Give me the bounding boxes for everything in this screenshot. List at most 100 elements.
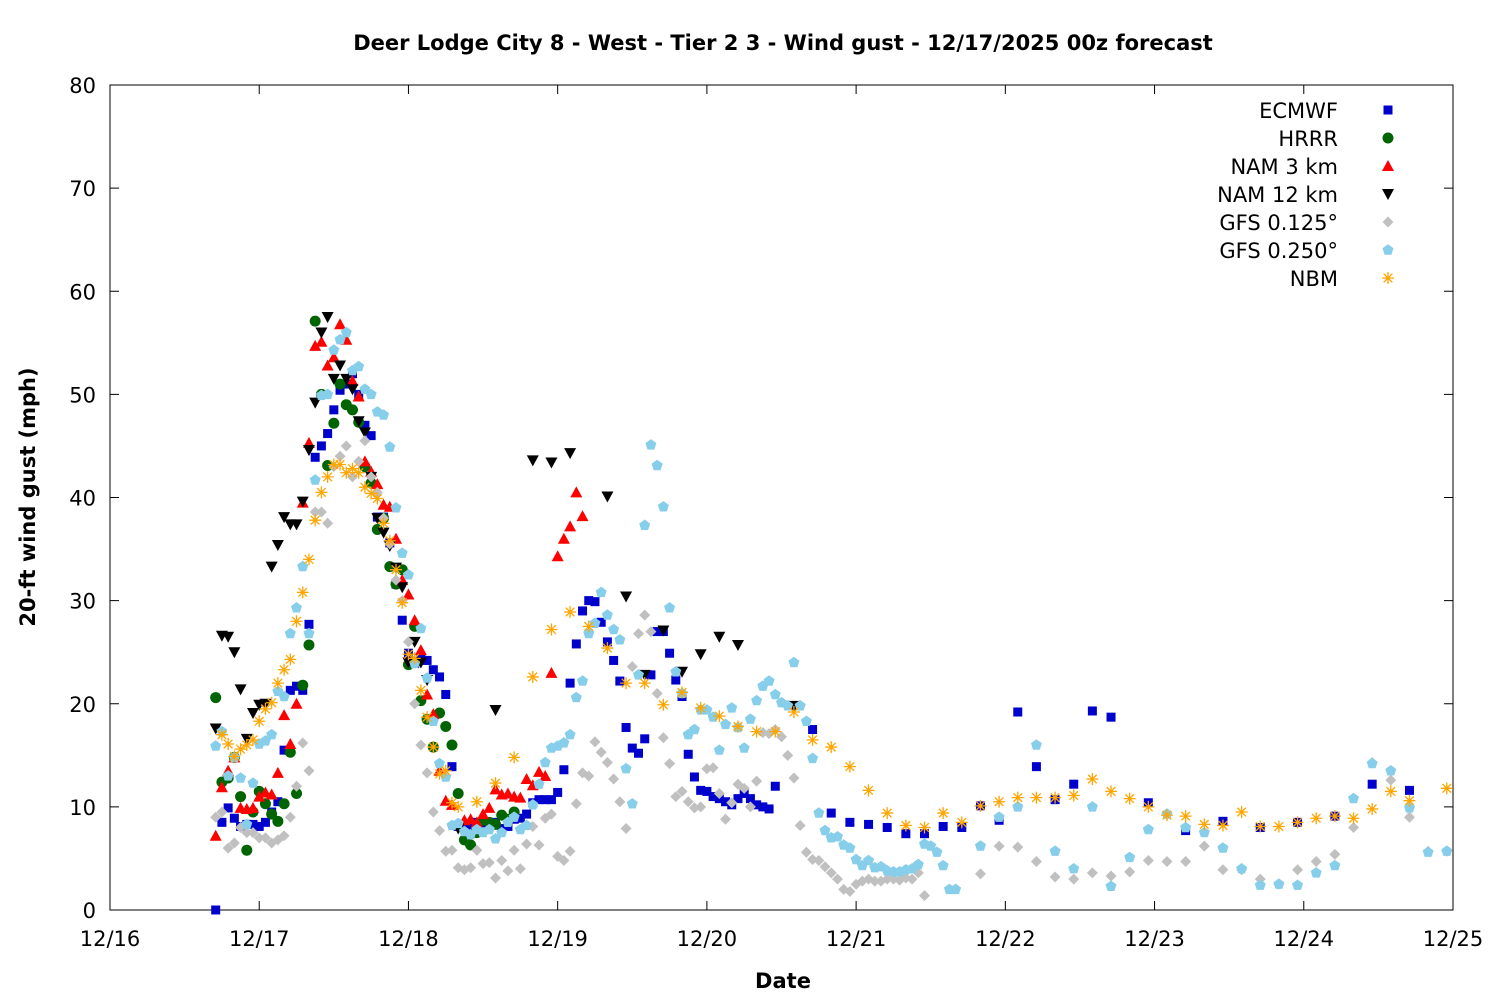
data-point [291, 780, 303, 792]
data-point [545, 457, 558, 469]
data-point [590, 597, 600, 607]
data-point [596, 617, 606, 627]
data-point [744, 713, 756, 724]
data-point [396, 582, 409, 594]
data-point [353, 455, 365, 467]
data-point [844, 885, 856, 897]
data-point [316, 441, 326, 451]
data-point [247, 827, 259, 839]
data-point [334, 378, 346, 390]
data-point [564, 728, 576, 740]
data-point [465, 839, 477, 851]
data-point [758, 802, 768, 812]
data-point [322, 517, 334, 529]
legend-label: NAM 3 km [1230, 155, 1338, 179]
data-point [651, 687, 663, 699]
data-point [489, 777, 502, 790]
data-point [284, 737, 297, 749]
data-point [1105, 880, 1117, 891]
data-point [731, 720, 744, 733]
legend-label: GFS 0.250° [1219, 239, 1338, 263]
data-point [862, 784, 875, 797]
data-point [578, 606, 588, 616]
data-point [546, 795, 556, 805]
data-point [938, 821, 948, 831]
x-tick-label: 12/19 [527, 927, 588, 951]
data-point [358, 427, 371, 439]
data-point [688, 723, 700, 735]
data-point [260, 817, 270, 827]
data-point [651, 459, 663, 471]
data-points [209, 312, 1453, 915]
data-point [309, 315, 321, 327]
data-point [899, 819, 912, 832]
series-nam-12-km [209, 312, 800, 835]
data-point [360, 420, 370, 430]
data-point [602, 637, 612, 647]
data-point [383, 534, 396, 547]
data-point [335, 385, 345, 395]
data-point [937, 807, 950, 820]
data-point [340, 440, 352, 452]
data-point [253, 715, 266, 728]
x-tick-label: 12/20 [677, 927, 738, 951]
data-point [452, 800, 465, 813]
data-point [1254, 879, 1266, 890]
data-point [315, 327, 328, 339]
data-point [614, 796, 626, 808]
data-point [626, 798, 638, 809]
data-point [483, 857, 495, 869]
data-point [657, 625, 670, 637]
data-point [297, 679, 309, 691]
data-point [273, 797, 283, 807]
data-point [228, 647, 241, 659]
data-point [365, 471, 377, 483]
data-point [427, 708, 440, 720]
y-tick-label: 70 [69, 177, 96, 201]
data-point [534, 795, 544, 805]
data-point [327, 373, 340, 385]
data-point [496, 855, 508, 866]
data-point [215, 781, 228, 793]
data-point [278, 709, 291, 721]
data-point [1367, 779, 1377, 789]
data-point [340, 373, 353, 385]
data-point [526, 455, 539, 467]
data-point [950, 883, 962, 895]
data-point [292, 681, 302, 691]
data-point [228, 750, 241, 763]
data-point [825, 867, 837, 879]
data-point [764, 804, 774, 814]
data-point [726, 797, 738, 809]
data-point [371, 478, 384, 490]
y-tick-label: 50 [69, 383, 96, 407]
data-point [235, 772, 247, 783]
data-point [657, 698, 670, 711]
data-point [540, 795, 550, 805]
data-point [955, 816, 968, 829]
data-point [751, 775, 763, 787]
data-point [733, 794, 743, 804]
data-point [595, 586, 607, 598]
data-point [670, 791, 682, 803]
data-point [222, 770, 234, 781]
data-point [676, 686, 689, 699]
data-point [974, 868, 986, 880]
data-point [390, 563, 403, 576]
data-point [920, 829, 930, 839]
data-point [863, 854, 875, 866]
y-axis-label: 20-ft wind gust (mph) [16, 367, 40, 626]
data-point [869, 875, 881, 887]
data-point [222, 842, 234, 854]
data-point [864, 819, 874, 829]
data-point [577, 675, 589, 686]
data-point [278, 690, 290, 702]
data-point [1069, 779, 1079, 789]
data-point [1348, 822, 1360, 833]
data-point [502, 865, 514, 877]
data-point [570, 798, 582, 810]
data-point [508, 751, 521, 764]
data-point [769, 725, 782, 738]
data-point [501, 787, 514, 799]
data-point [421, 711, 434, 724]
